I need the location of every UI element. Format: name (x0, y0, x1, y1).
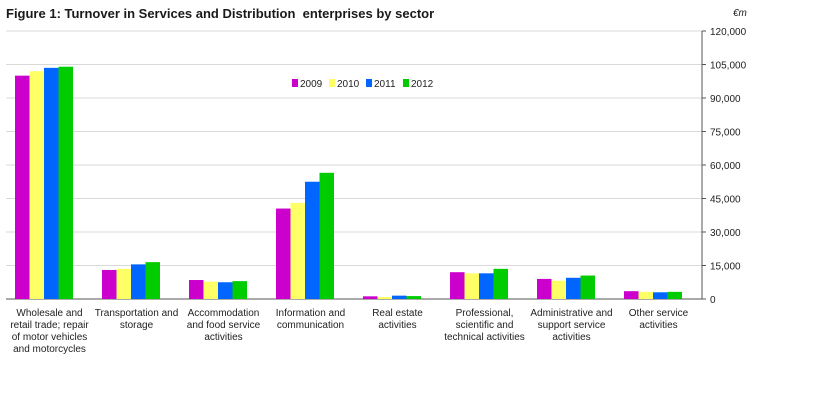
bar-2011-4 (392, 295, 407, 299)
y-tick-label: 15,000 (710, 262, 741, 273)
bar-2011-5 (479, 273, 494, 299)
legend-swatch-2011 (366, 79, 372, 87)
x-category-label: Administrative and support service activ… (530, 308, 613, 343)
y-tick-label: 30,000 (710, 228, 741, 239)
y-tick-label: 105,000 (710, 61, 747, 72)
bar-2009-4 (363, 296, 378, 299)
legend-label-2010: 2010 (337, 79, 360, 90)
bar-2011-0 (44, 67, 59, 299)
bar-2009-2 (189, 280, 204, 299)
x-category-label: Real estate activities (372, 308, 423, 331)
bar-2011-6 (566, 277, 581, 299)
bar-2010-2 (203, 281, 218, 299)
bar-2012-1 (145, 262, 160, 299)
legend-label-2009: 2009 (300, 79, 323, 90)
legend-label-2012: 2012 (411, 79, 434, 90)
bar-2010-6 (551, 280, 566, 299)
x-category-label: Transportation and storage (94, 308, 179, 331)
bar-2009-3 (276, 208, 291, 299)
bar-2009-0 (15, 75, 30, 300)
x-category-label: Accommodation and food service activitie… (186, 308, 261, 343)
bar-2010-7 (638, 291, 653, 299)
y-tick-label: 75,000 (710, 128, 741, 139)
bar-2012-0 (58, 66, 73, 299)
bar-2011-1 (131, 264, 146, 299)
bar-2012-2 (232, 281, 247, 299)
legend-swatch-2010 (329, 79, 335, 87)
unit-label: €m (733, 8, 747, 19)
legend-swatch-2012 (403, 79, 409, 87)
y-tick-label: 0 (710, 295, 716, 306)
bar-2010-0 (29, 71, 44, 299)
y-tick-label: 60,000 (710, 161, 741, 172)
bar-2010-5 (464, 273, 479, 299)
bar-2010-1 (116, 268, 131, 299)
y-tick-label: 45,000 (710, 195, 741, 206)
legend-label-2011: 2011 (374, 79, 396, 90)
x-category-label: Information and communication (275, 308, 346, 331)
bar-2009-7 (624, 291, 639, 299)
bar-2012-4 (406, 296, 421, 299)
bar-2011-7 (653, 292, 668, 299)
bar-2010-3 (290, 202, 305, 299)
y-tick-label: 120,000 (710, 27, 747, 38)
bar-2010-4 (377, 296, 392, 299)
bar-2012-5 (493, 268, 508, 299)
bar-2012-3 (319, 172, 334, 299)
bar-2009-6 (537, 278, 552, 299)
x-category-label: Other service activities (628, 308, 689, 331)
legend-swatch-2009 (292, 79, 298, 87)
bar-2011-2 (218, 282, 233, 299)
y-tick-label: 90,000 (710, 94, 741, 105)
bar-2009-1 (102, 269, 117, 299)
x-category-label: Professional, scientific and technical a… (444, 308, 525, 343)
bar-2009-5 (450, 272, 465, 299)
bar-2012-7 (667, 291, 682, 299)
chart-title: Figure 1: Turnover in Services and Distr… (6, 6, 435, 21)
bar-2011-3 (305, 181, 320, 299)
bar-2012-6 (580, 275, 595, 299)
x-category-label: Wholesale and retail trade; repair of mo… (10, 308, 89, 355)
